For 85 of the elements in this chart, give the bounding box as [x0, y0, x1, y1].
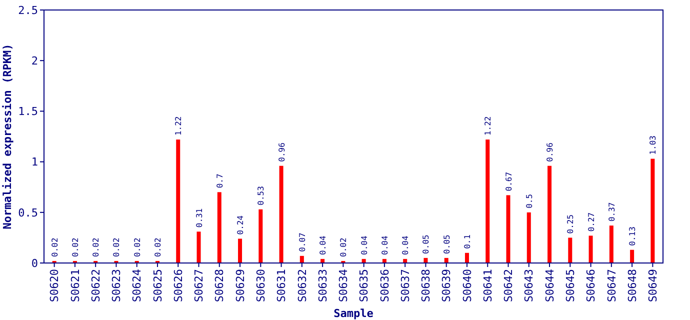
- x-tick-label: S0626: [172, 269, 185, 302]
- data-label: 0.13: [628, 226, 638, 246]
- bar: [258, 209, 263, 263]
- bar: [238, 238, 242, 263]
- data-label: 0.7: [215, 174, 224, 188]
- x-axis-title: Sample: [334, 307, 374, 320]
- x-tick-label: S0625: [151, 269, 164, 302]
- x-tick-label: S0635: [358, 269, 371, 302]
- x-tick-label: S0641: [481, 269, 494, 302]
- data-label: 0.27: [586, 212, 596, 232]
- y-tick-label: 2: [31, 54, 38, 68]
- bar: [279, 166, 284, 263]
- data-label: 0.31: [194, 208, 204, 228]
- bar: [217, 192, 222, 263]
- data-label: 0.05: [442, 234, 452, 254]
- x-tick-label: S0633: [316, 269, 330, 302]
- x-tick-label: S0623: [110, 269, 124, 302]
- data-label: 0.02: [112, 238, 122, 257]
- y-tick-label: 2.5: [18, 4, 38, 17]
- x-tick-label: S0629: [234, 269, 247, 302]
- x-tick-label: S0631: [275, 269, 288, 302]
- x-tick-label: S0644: [543, 268, 556, 302]
- x-tick-label: S0627: [192, 269, 206, 302]
- x-tick-label: S0648: [626, 269, 639, 302]
- x-tick-label: S0649: [646, 269, 660, 302]
- x-tick-label: S0643: [522, 269, 536, 302]
- x-tick-label: S0632: [296, 269, 309, 302]
- x-tick-label: S0637: [398, 269, 412, 302]
- data-label: 0.02: [70, 238, 80, 257]
- x-tick-label: S0630: [254, 269, 268, 302]
- data-label: 1.03: [648, 135, 658, 155]
- data-label: 0.1: [462, 234, 472, 249]
- bar: [650, 158, 655, 263]
- x-tick-label: S0622: [89, 269, 102, 302]
- bar: [588, 236, 593, 263]
- x-tick-label: S0640: [460, 269, 474, 302]
- data-label: 0.02: [132, 238, 142, 257]
- data-label: 0.5: [524, 194, 534, 208]
- x-tick-label: S0645: [564, 269, 577, 302]
- data-label: 0.07: [298, 232, 307, 252]
- data-label: 0.04: [360, 236, 369, 255]
- data-label: 0.02: [339, 238, 348, 257]
- y-tick-label: 1: [31, 156, 38, 169]
- bar: [568, 238, 572, 263]
- x-tick-label: S0636: [378, 269, 392, 302]
- data-label: 0.02: [50, 238, 60, 257]
- x-tick-label: S0634: [337, 268, 350, 302]
- data-label: 0.02: [92, 238, 101, 257]
- x-tick-label: S0628: [213, 269, 226, 302]
- bar: [609, 226, 614, 263]
- data-label: 0.53: [256, 186, 266, 206]
- data-label: 0.96: [546, 142, 555, 162]
- y-tick-label: 0: [31, 256, 38, 270]
- data-label: 1.22: [174, 116, 184, 136]
- x-tick-label: S0620: [48, 269, 62, 302]
- bar: [506, 195, 510, 263]
- data-label: 0.05: [422, 234, 431, 254]
- x-tick-label: S0646: [584, 269, 598, 302]
- x-tick-label: S0639: [440, 269, 454, 302]
- y-axis-title: Normalized expression (RPKM): [1, 44, 14, 230]
- x-tick-label: S0638: [420, 269, 433, 302]
- data-label: 0.02: [153, 238, 162, 257]
- data-label: 0.04: [380, 236, 390, 255]
- x-tick-label: S0621: [68, 269, 82, 302]
- data-label: 0.04: [401, 236, 410, 255]
- data-label: 0.25: [566, 214, 576, 234]
- y-tick-label: 1.5: [18, 105, 38, 118]
- x-tick-label: S0642: [502, 269, 516, 302]
- bar: [630, 250, 634, 263]
- bar: [300, 256, 304, 263]
- bar: [548, 166, 552, 263]
- x-tick-label: S0647: [605, 269, 618, 302]
- y-tick-label: 0.5: [18, 206, 38, 220]
- bar: [486, 140, 490, 263]
- bar: [196, 232, 201, 263]
- data-label: 0.96: [277, 142, 286, 162]
- data-label: 0.37: [607, 202, 616, 222]
- bar: [464, 252, 469, 263]
- data-label: 0.67: [504, 172, 514, 192]
- data-label: 0.24: [236, 215, 246, 235]
- bar: [526, 212, 531, 263]
- data-label: 0.04: [318, 236, 328, 255]
- data-label: 1.22: [484, 116, 493, 136]
- bar: [176, 140, 180, 263]
- x-tick-label: S0624: [130, 268, 144, 302]
